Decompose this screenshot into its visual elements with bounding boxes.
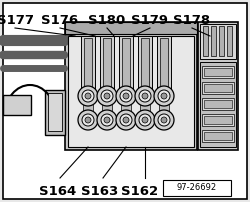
Circle shape	[161, 117, 167, 123]
Circle shape	[116, 86, 136, 106]
Text: S177: S177	[0, 14, 34, 27]
Circle shape	[101, 90, 113, 102]
Circle shape	[158, 114, 170, 126]
Bar	[204, 116, 232, 124]
Circle shape	[82, 90, 94, 102]
Text: S178: S178	[174, 14, 210, 27]
Circle shape	[78, 110, 98, 130]
Bar	[102, 104, 112, 112]
Text: 97-26692: 97-26692	[177, 183, 217, 193]
Bar	[65, 22, 197, 34]
Circle shape	[82, 114, 94, 126]
Bar	[204, 68, 232, 76]
Text: S179: S179	[132, 14, 168, 27]
Bar	[45, 90, 65, 135]
Bar	[200, 62, 236, 147]
Bar	[211, 26, 216, 56]
Bar	[121, 104, 131, 112]
Bar	[202, 98, 234, 110]
Bar	[65, 22, 197, 150]
Bar	[81, 36, 95, 91]
Bar	[83, 104, 93, 112]
Bar	[202, 82, 234, 94]
Bar	[159, 104, 169, 112]
Bar	[48, 93, 62, 131]
Text: S164: S164	[40, 185, 76, 198]
Bar	[204, 84, 232, 92]
Circle shape	[85, 117, 91, 123]
Circle shape	[135, 110, 155, 130]
Bar	[163, 180, 231, 196]
Circle shape	[97, 86, 117, 106]
Bar	[203, 26, 208, 56]
Circle shape	[139, 114, 151, 126]
Circle shape	[142, 117, 148, 123]
Circle shape	[120, 114, 132, 126]
Bar	[200, 24, 236, 59]
Circle shape	[104, 117, 110, 123]
Bar	[141, 38, 149, 89]
Bar	[204, 100, 232, 108]
Bar	[227, 26, 232, 56]
Bar	[140, 104, 150, 112]
Bar	[160, 38, 168, 89]
Bar	[119, 36, 133, 91]
Text: S162: S162	[122, 185, 158, 198]
Bar	[204, 132, 232, 140]
Circle shape	[78, 86, 98, 106]
Circle shape	[104, 93, 110, 99]
Text: S163: S163	[82, 185, 119, 198]
Text: S176: S176	[42, 14, 78, 27]
Bar	[138, 36, 152, 91]
Circle shape	[123, 93, 129, 99]
Bar	[198, 22, 238, 150]
Bar	[84, 38, 92, 89]
Circle shape	[97, 110, 117, 130]
Circle shape	[101, 114, 113, 126]
Circle shape	[154, 86, 174, 106]
Bar	[219, 26, 224, 56]
Bar	[103, 38, 111, 89]
Bar	[3, 95, 31, 115]
Bar	[202, 114, 234, 126]
Circle shape	[154, 110, 174, 130]
Bar	[100, 36, 114, 91]
Bar	[68, 36, 194, 147]
Circle shape	[85, 93, 91, 99]
Bar	[202, 66, 234, 78]
Circle shape	[142, 93, 148, 99]
Circle shape	[139, 90, 151, 102]
Circle shape	[116, 110, 136, 130]
Circle shape	[135, 86, 155, 106]
Circle shape	[161, 93, 167, 99]
Bar	[122, 38, 130, 89]
Circle shape	[158, 90, 170, 102]
Bar	[202, 130, 234, 142]
Text: S180: S180	[88, 14, 126, 27]
Bar	[157, 36, 171, 91]
Circle shape	[123, 117, 129, 123]
Circle shape	[120, 90, 132, 102]
